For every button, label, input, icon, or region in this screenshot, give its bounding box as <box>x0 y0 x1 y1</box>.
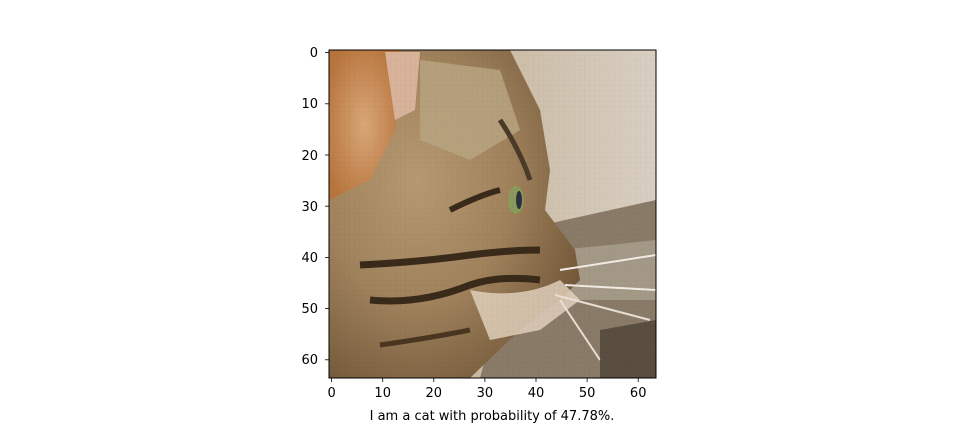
x-tick-label: 10 <box>374 386 391 401</box>
x-tick-label: 50 <box>579 386 596 401</box>
x-tick-label: 30 <box>477 386 494 401</box>
cat-image <box>329 50 656 378</box>
y-tick-label: 20 <box>301 149 318 164</box>
y-tick-label: 30 <box>301 200 318 215</box>
x-tick-label: 20 <box>426 386 443 401</box>
x-tick-label: 40 <box>528 386 545 401</box>
y-axis: 0 10 20 30 40 50 60 <box>301 46 329 368</box>
y-tick-label: 0 <box>310 46 318 61</box>
y-tick-label: 60 <box>301 353 318 368</box>
x-axis: 0 10 20 30 40 50 60 <box>327 378 646 401</box>
y-tick-label: 50 <box>301 302 318 317</box>
x-axis-label: I am a cat with probability of 47.78%. <box>370 409 615 424</box>
x-tick-label: 0 <box>327 386 335 401</box>
y-tick-label: 10 <box>301 97 318 112</box>
axes-frame <box>328 49 657 379</box>
y-tick-label: 40 <box>301 251 318 266</box>
x-tick-label: 60 <box>630 386 647 401</box>
